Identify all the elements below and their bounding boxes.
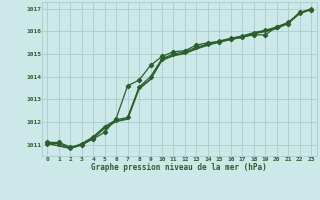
X-axis label: Graphe pression niveau de la mer (hPa): Graphe pression niveau de la mer (hPa) [91,163,267,172]
